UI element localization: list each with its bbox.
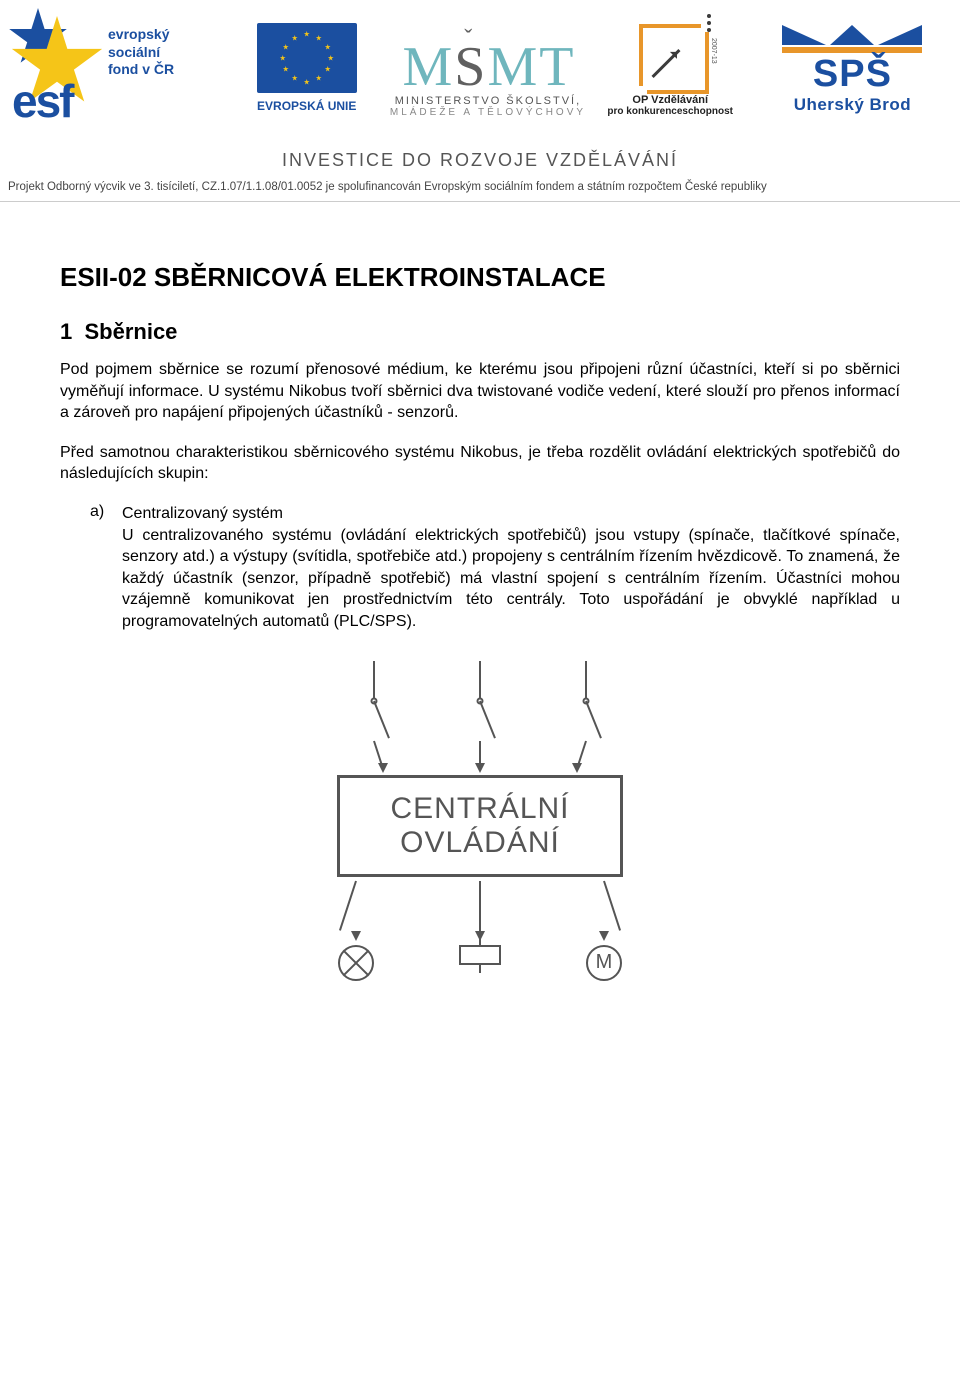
page-title: ESII-02 SBĚRNICOVÁ ELEKTROINSTALACE [60, 262, 900, 293]
paragraph-1: Pod pojmem sběrnice se rozumí přenosové … [60, 359, 900, 424]
motor-icon: M [586, 945, 622, 981]
lamp-icon [338, 945, 374, 981]
switch-icon [571, 661, 601, 771]
item-a-body: U centralizovaného systému (ovládání ele… [122, 527, 900, 630]
diagram-central-box: CENTRÁLNÍ OVLÁDÁNÍ [337, 775, 622, 877]
eu-label: EVROPSKÁ UNIE [257, 99, 356, 113]
msmt-s: ˇS [454, 39, 485, 95]
output-load [455, 881, 505, 1001]
msmt-line1: MINISTERSTVO ŠKOLSTVÍ, [395, 95, 581, 107]
project-line: Projekt Odborný výcvik ve 3. tisíciletí,… [0, 181, 960, 201]
op-square-icon: 2007-13 [635, 20, 705, 90]
diagram-inputs [345, 661, 615, 771]
msmt-glyph-icon: M ˇS M T [402, 39, 573, 95]
section-title: Sběrnice [84, 319, 177, 344]
esf-line1: evropský [108, 26, 169, 42]
list-marker-a: a) [90, 503, 112, 633]
output-motor: M [579, 881, 629, 1001]
esf-wordmark: esf [12, 74, 72, 128]
output-lamp [331, 881, 381, 1001]
diagram-centralized: CENTRÁLNÍ OVLÁDÁNÍ M [270, 661, 690, 1001]
msmt-line2: MLÁDEŽE A TĚLOVÝCHOVY [390, 107, 586, 118]
esf-tagline: evropský sociální fond v ČR [108, 26, 174, 79]
central-box-line2: OVLÁDÁNÍ [390, 826, 569, 860]
logo-op: 2007-13 OP Vzdělávání pro konkurencescho… [596, 8, 745, 128]
diagram-outputs: M [315, 881, 645, 1001]
op-line1: OP Vzdělávání [632, 94, 708, 106]
sps-text: SPŠ [813, 55, 892, 93]
esf-line2: sociální [108, 44, 160, 60]
section-number: 1 [60, 319, 72, 344]
msmt-m2: M [487, 39, 537, 95]
op-dots-icon [707, 14, 711, 35]
sps-sub: Uherský Brod [794, 95, 911, 115]
header-logo-strip: esf evropský sociální fond v ČR [0, 0, 960, 132]
item-a-heading: Centralizovaný systém [122, 505, 283, 522]
logo-sps: SPŠ Uherský Brod [753, 8, 952, 128]
list-intro: Před samotnou charakteristikou sběrnicov… [60, 442, 900, 485]
resistor-icon [459, 945, 501, 965]
op-line2: pro konkurenceschopnost [607, 106, 733, 117]
esf-line3: fond v ČR [108, 61, 174, 77]
msmt-t: T [539, 39, 573, 95]
list-body-a: Centralizovaný systém U centralizovaného… [122, 503, 900, 633]
switch-icon [359, 661, 389, 771]
content: ESII-02 SBĚRNICOVÁ ELEKTROINSTALACE 1 Sb… [0, 262, 960, 1001]
list-item-a: a) Centralizovaný systém U centralizovan… [60, 503, 900, 633]
op-side-label: 2007-13 [710, 38, 717, 64]
logo-eu: EVROPSKÁ UNIE [233, 8, 380, 128]
switch-icon [465, 661, 495, 771]
logo-esf: esf evropský sociální fond v ČR [8, 8, 225, 128]
eu-flag-icon [257, 23, 357, 93]
divider [0, 201, 960, 202]
central-box-line1: CENTRÁLNÍ [390, 792, 569, 826]
logo-msmt: M ˇS M T MINISTERSTVO ŠKOLSTVÍ, MLÁDEŽE … [388, 8, 587, 128]
section-heading: 1 Sběrnice [60, 319, 900, 345]
sps-roof-icon [782, 21, 922, 45]
msmt-m: M [402, 39, 452, 95]
banner-text: INVESTICE DO ROZVOJE VZDĚLÁVÁNÍ [0, 132, 960, 181]
